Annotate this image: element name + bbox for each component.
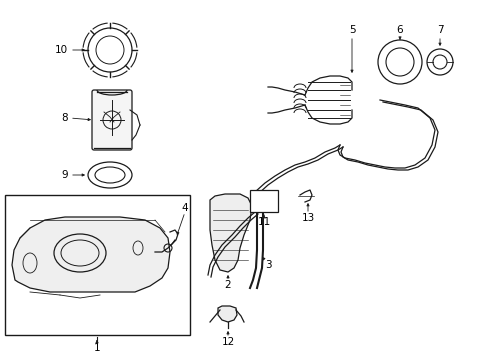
- Text: 7: 7: [436, 25, 443, 35]
- Text: 8: 8: [61, 113, 68, 123]
- Bar: [249, 190, 278, 212]
- Text: 11: 11: [257, 217, 270, 227]
- Text: 6: 6: [396, 25, 403, 35]
- Text: 4: 4: [182, 203, 188, 213]
- Text: 13: 13: [301, 213, 314, 223]
- Text: 3: 3: [264, 260, 271, 270]
- Text: 12: 12: [221, 337, 234, 347]
- Text: 10: 10: [55, 45, 68, 55]
- Polygon shape: [12, 217, 170, 292]
- Text: 2: 2: [224, 280, 231, 290]
- Polygon shape: [218, 306, 237, 322]
- Text: 5: 5: [348, 25, 355, 35]
- Polygon shape: [209, 194, 251, 272]
- Bar: [5, 195, 190, 335]
- FancyBboxPatch shape: [92, 90, 132, 150]
- Text: 9: 9: [61, 170, 68, 180]
- Text: 1: 1: [94, 343, 100, 353]
